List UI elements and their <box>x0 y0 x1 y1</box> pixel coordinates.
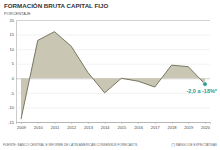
x-tick-mark <box>121 122 122 124</box>
x-tick-mark <box>138 122 139 124</box>
x-tick-mark <box>88 122 89 124</box>
y-tick-label: 10 <box>10 47 15 52</box>
x-tick-label: 2018 <box>168 125 178 130</box>
y-axis-line <box>17 21 211 123</box>
x-tick-label: 2016 <box>134 125 144 130</box>
x-tick-mark <box>155 122 156 124</box>
x-tick: 2020 <box>201 122 211 130</box>
x-tick: 2019 <box>184 122 194 130</box>
x-tick-label: 2015 <box>117 125 127 130</box>
y-tick-label: -5 <box>10 91 14 96</box>
chart: FORMACIÓN BRUTA CAPITAL FIJO PORCENTAJE -1… <box>0 0 220 150</box>
x-tick-mark <box>54 122 55 124</box>
x-axis-line <box>17 123 211 125</box>
x-axis: 2009 2010 2011 2012 2013 2014 2015 2016 2017 2018… <box>17 122 211 130</box>
x-tick: 2015 <box>117 122 127 130</box>
x-tick-label: 2013 <box>84 125 94 130</box>
annotation: -2,0 a -18%* <box>186 88 217 94</box>
y-tick-label: 5 <box>12 61 15 66</box>
x-tick-mark <box>38 122 39 124</box>
grid-line <box>16 93 210 94</box>
subtitle: PORCENTAJE <box>4 11 31 16</box>
y-tick-label: 0 <box>12 76 15 81</box>
x-tick-mark <box>172 122 173 124</box>
x-tick: 2009 <box>17 122 27 130</box>
y-tick-label: 20 <box>10 18 15 23</box>
x-tick: 2016 <box>134 122 144 130</box>
y-tick: -5 <box>10 91 210 96</box>
area <box>21 32 205 119</box>
y-axis: -15 -10 -5 0 5 10 15 20 <box>8 18 210 125</box>
line <box>21 32 205 119</box>
x-tick-mark <box>71 122 72 124</box>
y-tick: -10 <box>8 105 210 110</box>
source: FUENTE: BANCO CENTRAL E INFORME DE LATIN… <box>3 143 138 147</box>
y-tick-label: 15 <box>10 32 15 37</box>
marks <box>21 32 207 119</box>
x-tick: 2014 <box>101 122 111 130</box>
title: FORMACIÓN BRUTA CAPITAL FIJO <box>4 2 108 9</box>
x-tick: 2012 <box>67 122 77 130</box>
x-tick-mark <box>105 122 106 124</box>
plot: -15 -10 -5 0 5 10 15 20 2009 2010 2011 2012 2013 2014… <box>8 18 210 130</box>
x-tick-label: 2020 <box>201 125 211 130</box>
grid-line <box>16 20 210 21</box>
x-tick-label: 2019 <box>184 125 194 130</box>
y-tick: 20 <box>10 18 210 23</box>
grid-line <box>16 107 210 108</box>
x-tick-mark <box>21 122 22 124</box>
x-tick-label: 2012 <box>67 125 77 130</box>
x-tick: 2017 <box>151 122 161 130</box>
y-tick-label: -10 <box>8 105 15 110</box>
x-tick: 2018 <box>168 122 178 130</box>
x-tick: 2010 <box>34 122 44 130</box>
x-tick: 2013 <box>84 122 94 130</box>
y-tick-label: -15 <box>8 120 15 125</box>
x-tick-label: 2010 <box>34 125 44 130</box>
x-tick-label: 2014 <box>101 125 111 130</box>
x-tick-label: 2009 <box>17 125 27 130</box>
x-tick-mark <box>205 122 206 124</box>
x-tick-mark <box>188 122 189 124</box>
grid-line <box>16 35 210 36</box>
x-tick-label: 2017 <box>151 125 161 130</box>
x-tick-label: 2011 <box>51 125 60 130</box>
x-tick: 2011 <box>51 122 60 130</box>
grid-line <box>16 122 210 123</box>
note: (*) RANGO DE EXPECTATIVAS <box>171 143 217 147</box>
forecast-point <box>203 82 207 86</box>
y-tick: 15 <box>10 32 210 37</box>
